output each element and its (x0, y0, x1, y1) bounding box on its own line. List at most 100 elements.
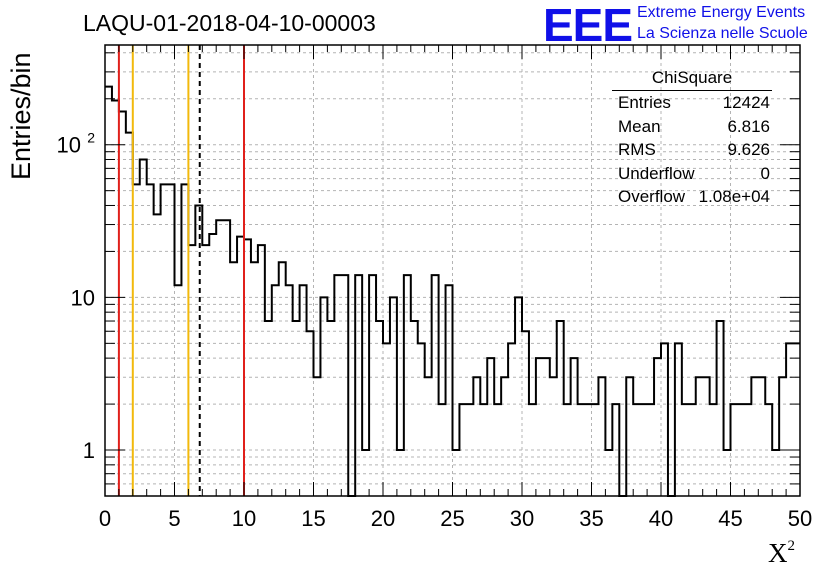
histogram-bin (133, 184, 140, 496)
stats-label: RMS (618, 140, 656, 159)
stats-label: Entries (618, 93, 671, 112)
histogram-bin (487, 358, 494, 496)
grid-lines (105, 45, 800, 496)
stats-label: Overflow (618, 187, 686, 206)
histogram-bin (543, 358, 550, 496)
histogram-bin (710, 404, 717, 496)
histogram-bin (758, 377, 765, 496)
histogram-bin (293, 321, 300, 496)
histogram-bin (765, 404, 772, 496)
histogram-bin (453, 450, 460, 496)
histogram-bin (376, 321, 383, 496)
histogram-bin (126, 133, 133, 496)
histogram-bin (300, 285, 307, 496)
histogram-bin (251, 262, 258, 496)
histogram-bin (480, 404, 487, 496)
histogram-bin (175, 285, 182, 496)
histogram-bin (307, 331, 314, 496)
eee-logo: EEE (543, 0, 633, 51)
histogram-bin (459, 404, 466, 496)
histogram-bin (703, 377, 710, 496)
histogram-bin (244, 239, 251, 496)
histogram-bin (237, 237, 244, 496)
histogram-bin (188, 245, 195, 496)
histogram-bin (779, 377, 786, 496)
y-tick-label-exponent: 2 (87, 130, 95, 146)
histogram-bin (508, 343, 515, 496)
y-axis-label: Entries/bin (6, 52, 36, 180)
histogram-bin (418, 343, 425, 496)
histogram-bin (279, 262, 286, 496)
histogram-bin (411, 321, 418, 496)
histogram-bin (731, 404, 738, 496)
histogram-bin (439, 404, 446, 496)
stats-row-rms: RMS 9.626 (612, 138, 778, 162)
axis-tick-labels: 0 5 10 15 20 25 30 35 40 45 50 1 10 10 2 (57, 130, 813, 531)
reference-lines (117, 45, 245, 496)
histogram-bin (640, 404, 647, 496)
histogram-bin (397, 450, 404, 496)
histogram-bin (515, 297, 522, 496)
histogram-bin (578, 404, 585, 496)
y-tick-label: 1 (83, 438, 95, 463)
histogram-bin (585, 404, 592, 496)
x-tick-label: 30 (510, 506, 534, 531)
y-tick-label: 10 (71, 285, 95, 310)
histogram-bin (202, 245, 209, 496)
histogram-bin (327, 321, 334, 496)
stats-box: ChiSquare Entries 12424 Mean 6.816 RMS 9… (612, 66, 778, 209)
histogram-bin (744, 404, 751, 496)
histogram-bin (612, 404, 619, 496)
histogram-bin (598, 377, 605, 496)
brand-line-1: Extreme Energy Events (637, 4, 806, 21)
x-tick-label: 0 (99, 506, 111, 531)
x-tick-label: 50 (788, 506, 812, 531)
brand-line-2: La Scienza nelle Scuole (637, 25, 808, 42)
histogram-bin (689, 404, 696, 496)
histogram-bin (696, 377, 703, 496)
histogram-bin (605, 450, 612, 496)
histogram-bin (334, 275, 341, 496)
histogram-bin (265, 321, 272, 496)
histogram-bin (592, 404, 599, 496)
stats-title: ChiSquare (612, 66, 772, 91)
histogram-bin (682, 404, 689, 496)
histogram-bin (751, 377, 758, 496)
histogram-bin (571, 358, 578, 496)
histogram-bin (383, 343, 390, 496)
histogram-bin (105, 87, 112, 496)
histogram-bin (717, 321, 724, 496)
y-tick-label: 10 (57, 133, 81, 158)
x-tick-label: 15 (301, 506, 325, 531)
histogram-bin (786, 343, 793, 496)
stats-value: 9.626 (727, 140, 770, 159)
histogram-bin (522, 331, 529, 496)
x-tick-label: 25 (440, 506, 464, 531)
histogram-bin (161, 184, 168, 496)
stats-value: 0 (760, 163, 770, 183)
stats-value: 12424 (722, 93, 770, 112)
x-tick-label: 40 (649, 506, 673, 531)
histogram-bin (675, 343, 682, 496)
histogram-bin (466, 404, 473, 496)
histogram-bin (390, 297, 397, 496)
histogram-bin (473, 377, 480, 496)
stats-row-underflow: Underflow 0 (612, 162, 778, 186)
stats-label: Underflow (618, 163, 695, 183)
histogram-bin (258, 245, 265, 496)
histogram-bin (550, 377, 557, 496)
histogram-bin (147, 184, 154, 496)
stats-row-overflow: Overflow 1.08e+04 (612, 185, 778, 209)
histogram-bin (168, 184, 175, 496)
histogram-bin (140, 160, 147, 496)
histogram-bin (661, 343, 668, 496)
histogram-bin (181, 184, 188, 496)
histogram-bin (772, 450, 779, 496)
histogram-bin (536, 358, 543, 496)
histogram-bin (633, 404, 640, 496)
histogram-bin (223, 220, 230, 496)
axis-ticks (104, 45, 801, 496)
histogram-bin (320, 297, 327, 496)
histogram-bin (341, 275, 348, 496)
